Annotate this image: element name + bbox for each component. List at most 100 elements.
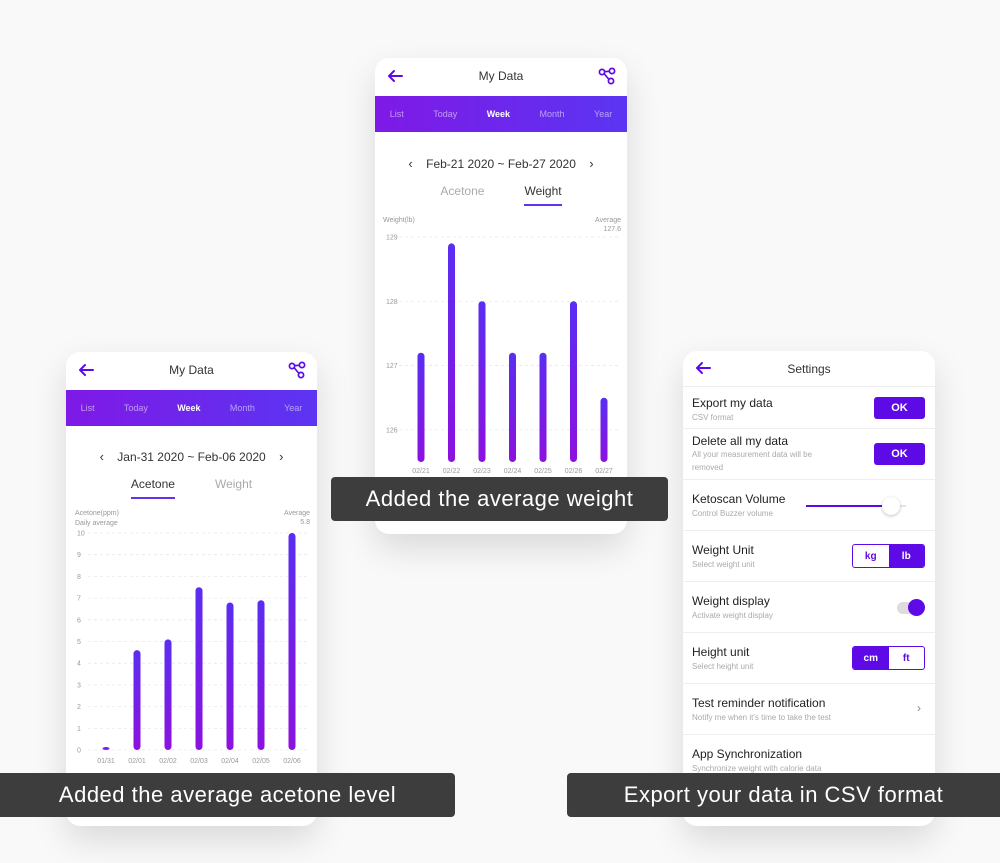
delete-row: Delete all my data All your measurement … [683, 428, 935, 479]
reminder-label: Test reminder notification [692, 696, 826, 710]
bar [195, 587, 203, 750]
y-axis-label: Weight(lb) [383, 217, 415, 224]
volume-slider-knob[interactable] [882, 497, 900, 515]
height-unit-cm[interactable]: cm [853, 647, 889, 669]
tab-year[interactable]: Year [594, 109, 613, 119]
tab-month[interactable]: Month [539, 109, 565, 119]
weight-display-toggle[interactable] [897, 599, 925, 616]
x-tick-label: 02/25 [534, 468, 552, 475]
height-unit-row: Height unit Select height unit cm ft [683, 632, 935, 683]
export-row: Export my data CSV format OK [683, 386, 935, 428]
y-tick-label: 10 [77, 531, 85, 538]
sync-row[interactable]: App Synchronization Synchronize weight w… [683, 734, 935, 794]
delete-ok-button[interactable]: OK [874, 443, 925, 465]
back-arrow-icon[interactable] [693, 358, 713, 378]
period-tabs: List Today Week Month Year [375, 96, 627, 132]
prev-week-icon[interactable]: ‹ [99, 449, 104, 464]
y-tick-label: 7 [77, 596, 81, 603]
chevron-right-icon[interactable]: › [917, 701, 921, 715]
weight-screen: My Data List Today Week Month Year ‹ Feb… [375, 58, 627, 534]
header: Settings [683, 351, 935, 386]
bar [570, 301, 577, 462]
weight-unit-kg[interactable]: kg [864, 550, 877, 562]
header: My Data [375, 58, 627, 96]
y-tick-label: 8 [77, 574, 81, 581]
metric-tabs: Acetone Weight [375, 184, 627, 206]
date-range-label: Feb-21 2020 ~ Feb-27 2020 [426, 157, 576, 171]
tab-week[interactable]: Week [486, 109, 511, 119]
export-ok-button[interactable]: OK [874, 397, 925, 419]
back-arrow-icon[interactable] [76, 360, 96, 380]
bar [539, 352, 547, 462]
export-label: Export my data [692, 396, 773, 410]
bar [226, 602, 234, 750]
prev-week-icon[interactable]: ‹ [408, 156, 413, 171]
x-tick-label: 02/05 [252, 758, 270, 765]
y-axis-sublabel: Daily average [75, 520, 118, 527]
x-tick-label: 02/06 [283, 758, 301, 765]
date-range-label: Jan-31 2020 ~ Feb-06 2020 [117, 450, 266, 464]
x-tick-label: 02/03 [190, 758, 208, 765]
page-title: My Data [478, 69, 524, 83]
tab-list[interactable]: List [80, 403, 95, 413]
caption-average-weight: Added the average weight [331, 477, 668, 521]
bar [164, 639, 172, 750]
tab-today[interactable]: Today [123, 403, 148, 413]
y-tick-label: 127 [386, 363, 398, 370]
reminder-row[interactable]: Test reminder notification Notify me whe… [683, 683, 935, 734]
weight-display-sub: Activate weight display [692, 611, 773, 620]
y-tick-label: 128 [386, 299, 398, 306]
volume-sub: Control Buzzer volume [692, 509, 773, 518]
tab-year[interactable]: Year [284, 403, 303, 413]
next-week-icon[interactable]: › [279, 449, 284, 464]
tab-list[interactable]: List [389, 109, 404, 119]
subtab-acetone[interactable]: Acetone [130, 477, 175, 499]
tab-month[interactable]: Month [229, 403, 255, 413]
x-tick-label: 02/02 [159, 758, 177, 765]
date-range: ‹ Feb-21 2020 ~ Feb-27 2020 › [375, 156, 627, 171]
subtab-weight[interactable]: Weight [524, 184, 562, 206]
delete-sub: All your measurement data will be remove… [692, 450, 813, 472]
x-tick-label: 01/31 [97, 758, 115, 765]
next-week-icon[interactable]: › [589, 156, 594, 171]
x-tick-label: 02/21 [412, 468, 430, 475]
subtab-acetone[interactable]: Acetone [440, 184, 485, 198]
weight-display-row: Weight display Activate weight display [683, 581, 935, 632]
average-value: 127.6 [603, 226, 621, 233]
header: My Data [66, 352, 317, 390]
weight-unit-label: Weight Unit [692, 543, 754, 557]
y-tick-label: 1 [77, 726, 81, 733]
bar [417, 352, 425, 462]
weight-chart: Weight(lb) Average 127.6 126 127 128 129 02/21 0… [383, 217, 621, 475]
average-value: 5.8 [300, 519, 310, 526]
height-unit-label: Height unit [692, 645, 750, 659]
reminder-sub: Notify me when it's time to take the tes… [692, 713, 831, 722]
tab-week[interactable]: Week [177, 403, 201, 413]
bar [509, 352, 516, 462]
weight-unit-lb[interactable]: lb [888, 545, 924, 567]
acetone-screen: My Data List Today Week Month Year ‹ Jan… [66, 352, 317, 826]
export-sub: CSV format [692, 413, 734, 422]
share-icon[interactable] [287, 360, 307, 380]
caption-export-csv: Export your data in CSV format [567, 773, 1000, 817]
y-tick-label: 5 [77, 639, 81, 646]
sync-label: App Synchronization [692, 747, 803, 761]
subtab-weight[interactable]: Weight [214, 477, 253, 491]
settings-screen: Settings Export my data CSV format OK De… [683, 351, 935, 826]
y-tick-label: 2 [77, 704, 81, 711]
x-tick-label: 02/27 [595, 468, 613, 475]
back-arrow-icon[interactable] [385, 66, 405, 86]
y-axis-label: Acetone(ppm) [75, 510, 119, 517]
bar [600, 397, 608, 462]
share-icon[interactable] [597, 66, 617, 86]
bar [257, 600, 265, 750]
date-range: ‹ Jan-31 2020 ~ Feb-06 2020 › [66, 449, 317, 464]
tab-today[interactable]: Today [433, 109, 458, 119]
volume-slider[interactable] [806, 497, 906, 515]
height-unit-selector: cm ft [852, 646, 925, 670]
height-unit-ft[interactable]: ft [902, 652, 910, 664]
volume-slider-fill [806, 505, 891, 507]
x-tick-label: 02/04 [221, 758, 239, 765]
y-tick-label: 3 [77, 682, 81, 689]
bar [478, 301, 486, 462]
